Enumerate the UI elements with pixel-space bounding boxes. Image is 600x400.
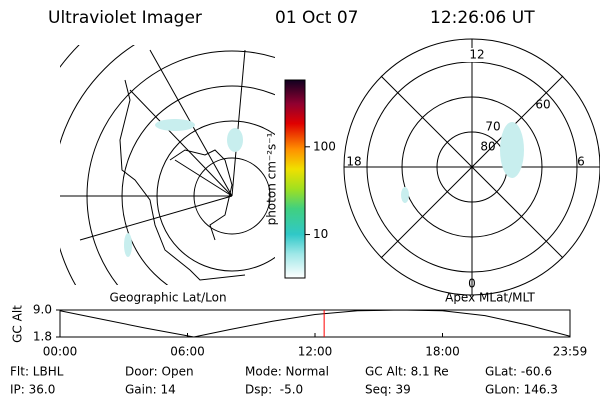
- status-field: Door: Open: [125, 365, 194, 379]
- mlt-label: 12: [469, 48, 484, 62]
- status-field: Gain: 14: [125, 383, 176, 397]
- right-caption: Apex MLat/MLT: [445, 291, 535, 305]
- instrument: Ultraviolet Imager: [48, 8, 202, 28]
- label-bg: [462, 48, 484, 62]
- y-tick-label: 9.0: [33, 303, 52, 317]
- y-axis-label: GC Alt: [11, 305, 25, 343]
- altitude-line: [59, 309, 571, 338]
- lat-label: 70: [485, 120, 500, 134]
- status-field: Flt: LBHL: [10, 365, 64, 379]
- lat-label: 60: [535, 98, 550, 112]
- status-field: IP: 36.0: [10, 383, 55, 397]
- status-field: Dsp: -5.0: [245, 383, 303, 397]
- mlt-label: 18: [346, 155, 361, 169]
- mlt-label: 0: [468, 277, 476, 291]
- left-caption: Geographic Lat/Lon: [109, 291, 226, 305]
- colorbar-tick-label: 100: [313, 139, 336, 153]
- time: 12:26:06 UT: [430, 8, 535, 28]
- x-tick-label: 00:00: [43, 345, 78, 359]
- status-field: GC Alt: 8.1 Re: [365, 365, 449, 379]
- status-field: Seq: 39: [365, 383, 411, 397]
- status-field: GLon: 146.3: [485, 383, 558, 397]
- y-tick-label: 1.8: [33, 330, 52, 344]
- colorbar-label: photon cm⁻²s⁻¹: [265, 132, 279, 225]
- x-tick-label: 18:00: [425, 345, 460, 359]
- status-field: Mode: Normal: [245, 365, 329, 379]
- mlt-label: 6: [577, 155, 585, 169]
- geo-map: [60, 45, 275, 285]
- x-tick-label: 12:00: [298, 345, 333, 359]
- lat-label: 80: [480, 140, 495, 154]
- polar-grid: [343, 38, 600, 296]
- status-field: GLat: -60.6: [485, 365, 552, 379]
- x-tick-label: 06:00: [170, 345, 205, 359]
- date: 01 Oct 07: [275, 8, 358, 28]
- colorbar-tick-label: 10: [313, 227, 328, 241]
- x-tick-label: 23:59: [553, 345, 588, 359]
- colorbar: [284, 79, 306, 279]
